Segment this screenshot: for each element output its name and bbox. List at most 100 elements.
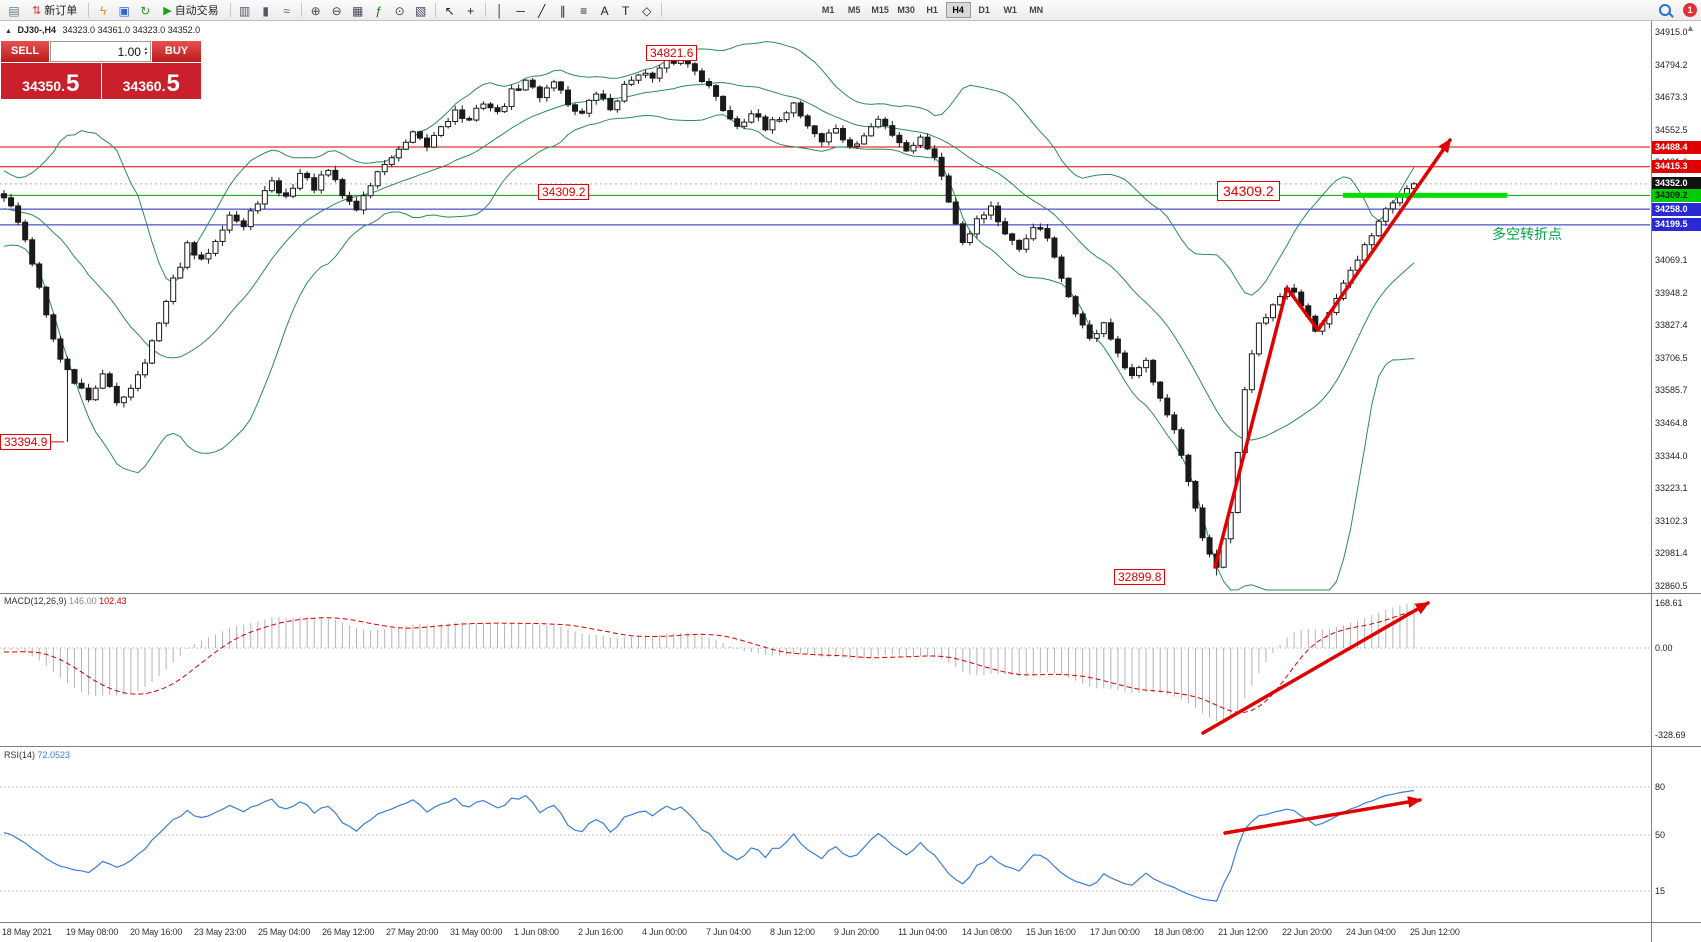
annotation-peak-price[interactable]: 34821.6	[646, 45, 698, 61]
time-label: 18 May 2021	[2, 927, 52, 937]
price-tick: 33585.7	[1655, 385, 1688, 396]
text-label-icon[interactable]: T	[622, 3, 630, 18]
rsi-panel[interactable]	[0, 747, 1650, 922]
fibonacci-icon[interactable]: ≡	[580, 3, 588, 18]
rsi-axis-label: 15	[1655, 886, 1666, 896]
annotation-note-cn[interactable]: 多空转折点	[1492, 226, 1562, 242]
candle-chart-type-icon[interactable]: ▮	[262, 3, 269, 18]
timeframe-m30[interactable]: M30	[897, 5, 915, 15]
lightning-icon[interactable]: ϟ	[100, 3, 107, 18]
periods-icon[interactable]: ⊙	[394, 3, 405, 18]
price-tick: 33102.3	[1655, 515, 1688, 526]
cursor-icon[interactable]: ↖	[444, 3, 455, 18]
templates-icon[interactable]: ▧	[415, 3, 427, 18]
time-label: 25 Jun 12:00	[1410, 927, 1460, 937]
spin-up-icon[interactable]: ▴	[143, 45, 147, 52]
sell-price-big-digit: 5	[65, 70, 80, 97]
annotation-left-low-price[interactable]: 33394.9	[0, 434, 52, 450]
price-tag: 34415.3	[1652, 160, 1701, 174]
price-tag: 34199.5	[1652, 218, 1701, 232]
spin-down-icon[interactable]: ▾	[143, 50, 147, 57]
volume-spinner[interactable]: ▴ ▾	[143, 45, 147, 57]
time-label: 4 Jun 00:00	[642, 927, 687, 937]
time-label: 26 May 12:00	[322, 927, 375, 937]
refresh-icon[interactable]: ↻	[140, 3, 151, 18]
zoom-in-icon[interactable]: ⊕	[310, 3, 321, 18]
trendline-icon[interactable]: ╱	[538, 3, 546, 18]
rsi-title: RSI(14)	[4, 750, 36, 760]
search-icon[interactable]	[1659, 4, 1671, 16]
price-tick: 33344.0	[1655, 450, 1688, 461]
time-label: 9 Jun 20:00	[834, 927, 879, 937]
toolbar-separator	[434, 3, 436, 17]
panel-divider-macd[interactable]	[0, 593, 1701, 594]
annotation-level-price-left[interactable]: 34309.2	[538, 184, 590, 200]
zoom-out-icon[interactable]: ⊖	[331, 3, 342, 18]
autotrade-button[interactable]: ▶ 自动交易	[156, 2, 225, 19]
ohlc-values: 34323.0 34361.0 34323.0 34352.0	[62, 25, 201, 35]
timeframe-mn[interactable]: MN	[1029, 5, 1044, 15]
collapse-panel-icon[interactable]: ▲	[5, 28, 12, 35]
new-order-button-label: 新订单	[44, 5, 78, 17]
rsi-axis-label: 50	[1655, 830, 1666, 840]
price-tag: 34309.2	[1652, 188, 1701, 202]
sell-price-main: 34350.	[22, 78, 65, 94]
annotation-level-price-right[interactable]: 34309.2	[1217, 181, 1280, 201]
time-label: 1 Jun 08:00	[514, 927, 559, 937]
buy-price-main: 34360.	[122, 78, 166, 94]
timeframe-h4[interactable]: H4	[945, 2, 971, 18]
macd-axis-label: 0.00	[1655, 643, 1673, 653]
tile-windows-icon[interactable]: ▦	[352, 3, 364, 18]
sell-button[interactable]: SELL	[1, 41, 49, 62]
toolbar: ▤ ⇅ 新订单 ϟ ▣ ↻ ▶ 自动交易 ▥ ▮ ≈ ⊕ ⊖ ▦ ƒ ⊙ ▧ ↖ + │ ─ ╱ ∥ ≡ A T ◇ M1 M5 M15 M…	[0, 0, 1701, 21]
charts-icon[interactable]: ▤	[8, 3, 20, 18]
macd-panel[interactable]	[0, 594, 1650, 746]
price-tick: 34673.3	[1655, 92, 1688, 103]
time-label: 23 May 23:00	[194, 927, 247, 937]
volume-input[interactable]: 1.00 ▴ ▾	[50, 41, 151, 62]
horizontal-line-icon[interactable]: ─	[516, 3, 525, 18]
rsi-header: RSI(14) 72.0523	[4, 750, 70, 760]
timeframe-h1[interactable]: H1	[926, 5, 938, 15]
timeframe-m15[interactable]: M15	[871, 5, 889, 15]
sell-price-button[interactable]: 34350. 5	[1, 63, 101, 99]
bar-chart-type-icon[interactable]: ▥	[239, 3, 251, 18]
time-label: 18 Jun 08:00	[1154, 927, 1204, 937]
timeframe-w1[interactable]: W1	[1003, 5, 1017, 15]
line-chart-type-icon[interactable]: ≈	[283, 3, 290, 18]
symbol-name: DJ30-,H4	[17, 25, 56, 35]
macd-main-value: 146.00	[69, 596, 97, 606]
panel-divider-rsi[interactable]	[0, 746, 1701, 747]
toolbar-separator	[660, 3, 662, 17]
channel-icon[interactable]: ∥	[559, 3, 566, 18]
price-tick: 32981.4	[1655, 548, 1688, 559]
market-watch-icon[interactable]: ▣	[118, 3, 130, 18]
price-tick: 34915.0	[1655, 27, 1688, 37]
price-tick: 33827.4	[1655, 320, 1688, 331]
scroll-up-icon[interactable]: ▲	[1686, 23, 1695, 33]
timeframe-d1[interactable]: D1	[978, 5, 990, 15]
volume-value: 1.00	[117, 44, 141, 59]
timeframe-m1[interactable]: M1	[821, 5, 835, 15]
new-order-button[interactable]: ⇅ 新订单	[25, 2, 84, 19]
new-order-button-icon: ⇅	[32, 4, 42, 17]
price-tick: 33948.2	[1655, 287, 1688, 298]
annotation-bottom-low-price[interactable]: 32899.8	[1114, 569, 1166, 585]
buy-button[interactable]: BUY	[152, 41, 201, 62]
main-chart-area[interactable]	[0, 21, 1650, 593]
buy-price-button[interactable]: 34360. 5	[101, 63, 201, 99]
indicators-icon[interactable]: ƒ	[375, 3, 383, 18]
rsi-axis-label: 80	[1655, 782, 1666, 792]
price-tick: 34794.2	[1655, 59, 1688, 70]
symbol-header: ▲ DJ30-,H4 34323.0 34361.0 34323.0 34352…	[5, 25, 200, 35]
shapes-icon[interactable]: ◇	[642, 3, 652, 18]
timeframe-m5[interactable]: M5	[847, 5, 861, 15]
vertical-line-icon[interactable]: │	[495, 3, 504, 18]
text-icon[interactable]: A	[600, 3, 609, 18]
crosshair-icon[interactable]: +	[467, 3, 475, 18]
time-axis: 18 May 2021 19 May 08:00 20 May 16:00 23 Ma…	[0, 925, 1650, 941]
notification-badge[interactable]: 1	[1683, 3, 1697, 17]
autotrade-button-icon: ▶	[163, 4, 172, 17]
price-tick: 34552.5	[1655, 124, 1688, 135]
